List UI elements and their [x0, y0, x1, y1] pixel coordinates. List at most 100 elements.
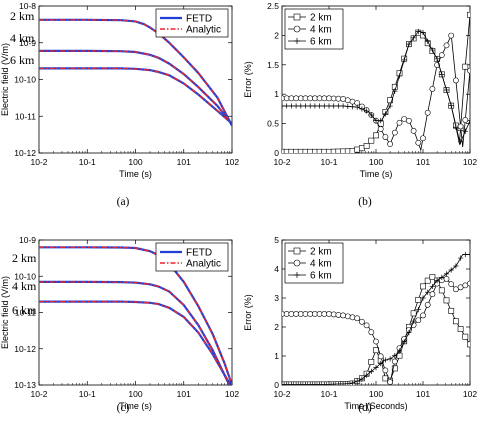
data-point [391, 129, 398, 136]
data-point [396, 348, 403, 354]
data-point [368, 137, 375, 144]
data-point [364, 372, 370, 378]
data-point [457, 123, 464, 130]
data-point [467, 341, 470, 348]
data-point [345, 381, 351, 385]
legend-marker [294, 38, 300, 44]
data-point [298, 381, 304, 385]
data-point [387, 97, 393, 104]
data-point [443, 271, 450, 277]
data-point [401, 339, 407, 345]
legend-label: 2 km [310, 247, 332, 258]
panel-label: (a) [117, 196, 130, 208]
data-point [425, 289, 431, 295]
curve-annotation: 2 km [10, 9, 35, 23]
x-tick-label: 10-2 [30, 157, 47, 167]
curve-annotation: 2 km [12, 251, 37, 265]
data-point [359, 376, 365, 382]
data-point [452, 318, 459, 325]
data-point [378, 360, 384, 367]
chart-panel-1: 10-2 10-1 100 101 102 10-8 10-9 10-10 10-11 10-12… [0, 1, 239, 179]
plot-area [39, 18, 232, 127]
data-point [345, 103, 351, 109]
data-point [321, 381, 327, 385]
x-tick-label: 102 [225, 389, 239, 399]
panel-label: (c) [117, 402, 130, 414]
data-point [443, 275, 450, 282]
curve-annotation: 6 km [12, 303, 37, 317]
curve-annotation: 6 km [10, 53, 35, 67]
data-point [420, 135, 426, 142]
data-point [406, 330, 412, 336]
data-point [326, 381, 332, 385]
data-point [335, 103, 341, 109]
y-tick-label: 10-10 [14, 75, 36, 85]
data-point [462, 128, 468, 134]
data-point [458, 139, 464, 145]
series-analytic-line [39, 50, 232, 125]
data-point [340, 312, 346, 319]
legend-label: 4 km [310, 259, 332, 270]
data-point [349, 314, 356, 321]
x-tick-label: 101 [416, 157, 430, 167]
chart-panel-4: 10-2 10-1 100 101 102 0 1 2 3 4 5 Time (Seconds) Err… [243, 235, 477, 411]
data-point [340, 103, 346, 109]
data-point [429, 85, 436, 92]
data-point [411, 35, 417, 41]
data-point [326, 311, 332, 317]
data-point [387, 103, 393, 109]
series-fetd-line [39, 67, 232, 125]
data-point [467, 118, 470, 124]
data-point [284, 381, 290, 385]
data-point [288, 103, 294, 109]
data-point [429, 283, 435, 290]
data-point [396, 73, 403, 79]
data-point [448, 103, 454, 109]
data-point [443, 297, 450, 304]
data-point [335, 381, 341, 385]
chart-panel-2: 10-2 10-1 100 101 102 0 0.5 1 1.5 2 2.5 Time (s) Err… [243, 1, 477, 179]
series-fetd-line [39, 280, 232, 385]
data-point [410, 310, 417, 317]
data-point [288, 381, 294, 385]
data-point [382, 134, 389, 140]
data-point [462, 333, 469, 340]
curve-annotation: 4 km [10, 31, 35, 45]
data-point [354, 104, 360, 110]
data-point [448, 281, 455, 288]
legend-label: 6 km [310, 271, 332, 282]
data-point [453, 124, 459, 130]
legend-box [155, 242, 229, 272]
plot-area [282, 11, 470, 153]
legend-marker [293, 25, 301, 33]
data-point [282, 381, 285, 385]
data-point [317, 381, 323, 385]
data-point [307, 103, 313, 109]
data-point [420, 283, 426, 290]
panel-label: (b) [358, 196, 372, 208]
x-axis-label: Time (Seconds) [344, 401, 407, 411]
x-tick-label: 10-2 [273, 157, 290, 167]
y-tick-label: 1 [274, 351, 279, 361]
y-tick-label: 0 [274, 148, 279, 158]
data-point [420, 312, 426, 319]
data-point [467, 67, 470, 74]
data-point [378, 118, 384, 124]
data-point [293, 103, 299, 109]
data-point [420, 29, 426, 36]
data-point [406, 41, 412, 47]
y-axis-label: Error (%) [243, 294, 253, 331]
legend-box [155, 8, 229, 38]
data-point [326, 103, 332, 109]
data-point [424, 277, 431, 284]
data-point [382, 357, 388, 363]
x-tick-label: 102 [463, 157, 477, 167]
data-point [364, 108, 370, 114]
data-point [425, 38, 431, 44]
x-axis-label: Time (s) [119, 401, 152, 411]
data-point [335, 312, 342, 318]
data-point [439, 274, 445, 280]
data-point [415, 139, 422, 146]
data-point [448, 32, 455, 39]
data-point [382, 111, 388, 117]
